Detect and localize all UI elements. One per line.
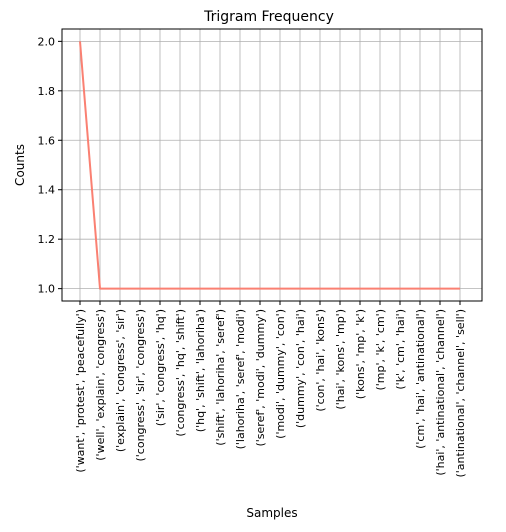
x-tick-label: ('want', 'protest', 'peacefully') [74, 309, 87, 473]
x-tick-label: ('congress', 'hq', 'shift') [174, 309, 187, 437]
data-point [119, 288, 121, 290]
data-point [299, 288, 301, 290]
data-point [439, 288, 441, 290]
y-tick-label: 2.0 [38, 35, 56, 48]
y-tick-label: 1.2 [38, 233, 56, 246]
x-tick-label: ('sir', 'congress', 'hq') [154, 309, 167, 426]
x-tick-label: ('con', 'hai', 'kons') [314, 309, 327, 412]
x-tick-label: ('congress', 'sir', 'congress') [134, 309, 147, 462]
data-point [379, 288, 381, 290]
x-tick-label: ('hq', 'shift', 'lahoriha') [194, 309, 207, 432]
x-tick-label: ('well', 'explain', 'congress') [94, 309, 107, 461]
x-tick-label: ('k', 'cm', 'hai') [394, 309, 407, 390]
x-tick-label: ('modi', 'dummy', 'con') [274, 309, 287, 439]
y-tick-label: 1.0 [38, 283, 56, 296]
plot-frame [61, 28, 483, 302]
x-tick-label: ('mp', 'k', 'cm') [374, 309, 387, 391]
data-point [139, 288, 141, 290]
x-tick-label: ('seref', 'modi', 'dummy') [254, 309, 267, 447]
series-trigram-counts [79, 40, 461, 290]
data-point [219, 288, 221, 290]
data-point [279, 288, 281, 290]
x-axis-label: Samples [246, 506, 297, 520]
data-point [179, 288, 181, 290]
y-tick-label: 1.4 [38, 184, 56, 197]
data-point [199, 288, 201, 290]
y-axis-label: Counts [13, 144, 27, 186]
data-point [99, 288, 101, 290]
y-tick-label: 1.6 [38, 134, 56, 147]
data-point [399, 288, 401, 290]
y-tick-label: 1.8 [38, 85, 56, 98]
data-point [419, 288, 421, 290]
series-line [79, 41, 460, 290]
x-tick-label: ('explain', 'congress', 'sir') [114, 309, 127, 452]
chart-title: Trigram Frequency [203, 9, 334, 25]
x-tick-label: ('hai', 'kons', 'mp') [334, 309, 347, 410]
grid [62, 29, 482, 301]
x-tick-label: ('lahoriha', 'seref', 'modi') [234, 309, 247, 449]
y-axis: 1.0 1.2 1.4 1.6 1.8 2.0 [38, 35, 62, 296]
x-tick-label: ('shift', 'lahoriha', 'seref') [214, 309, 227, 446]
x-axis: ('want', 'protest', 'peacefully') ('well'… [74, 301, 467, 478]
data-point [79, 40, 81, 42]
data-point [319, 288, 321, 290]
data-point [259, 288, 261, 290]
data-point [239, 288, 241, 290]
x-tick-label: ('antinational', 'channel', 'sell') [454, 309, 467, 478]
x-tick-label: ('kons', 'mp', 'k') [354, 309, 367, 399]
data-point [159, 288, 161, 290]
data-point [459, 288, 461, 290]
data-point [339, 288, 341, 290]
data-point [359, 288, 361, 290]
x-tick-label: ('dummy', 'con', 'hai') [294, 309, 307, 428]
x-tick-label: ('hai', 'antinational', 'channel') [434, 309, 447, 476]
x-tick-label: ('cm', 'hai', 'antinational') [414, 309, 427, 449]
